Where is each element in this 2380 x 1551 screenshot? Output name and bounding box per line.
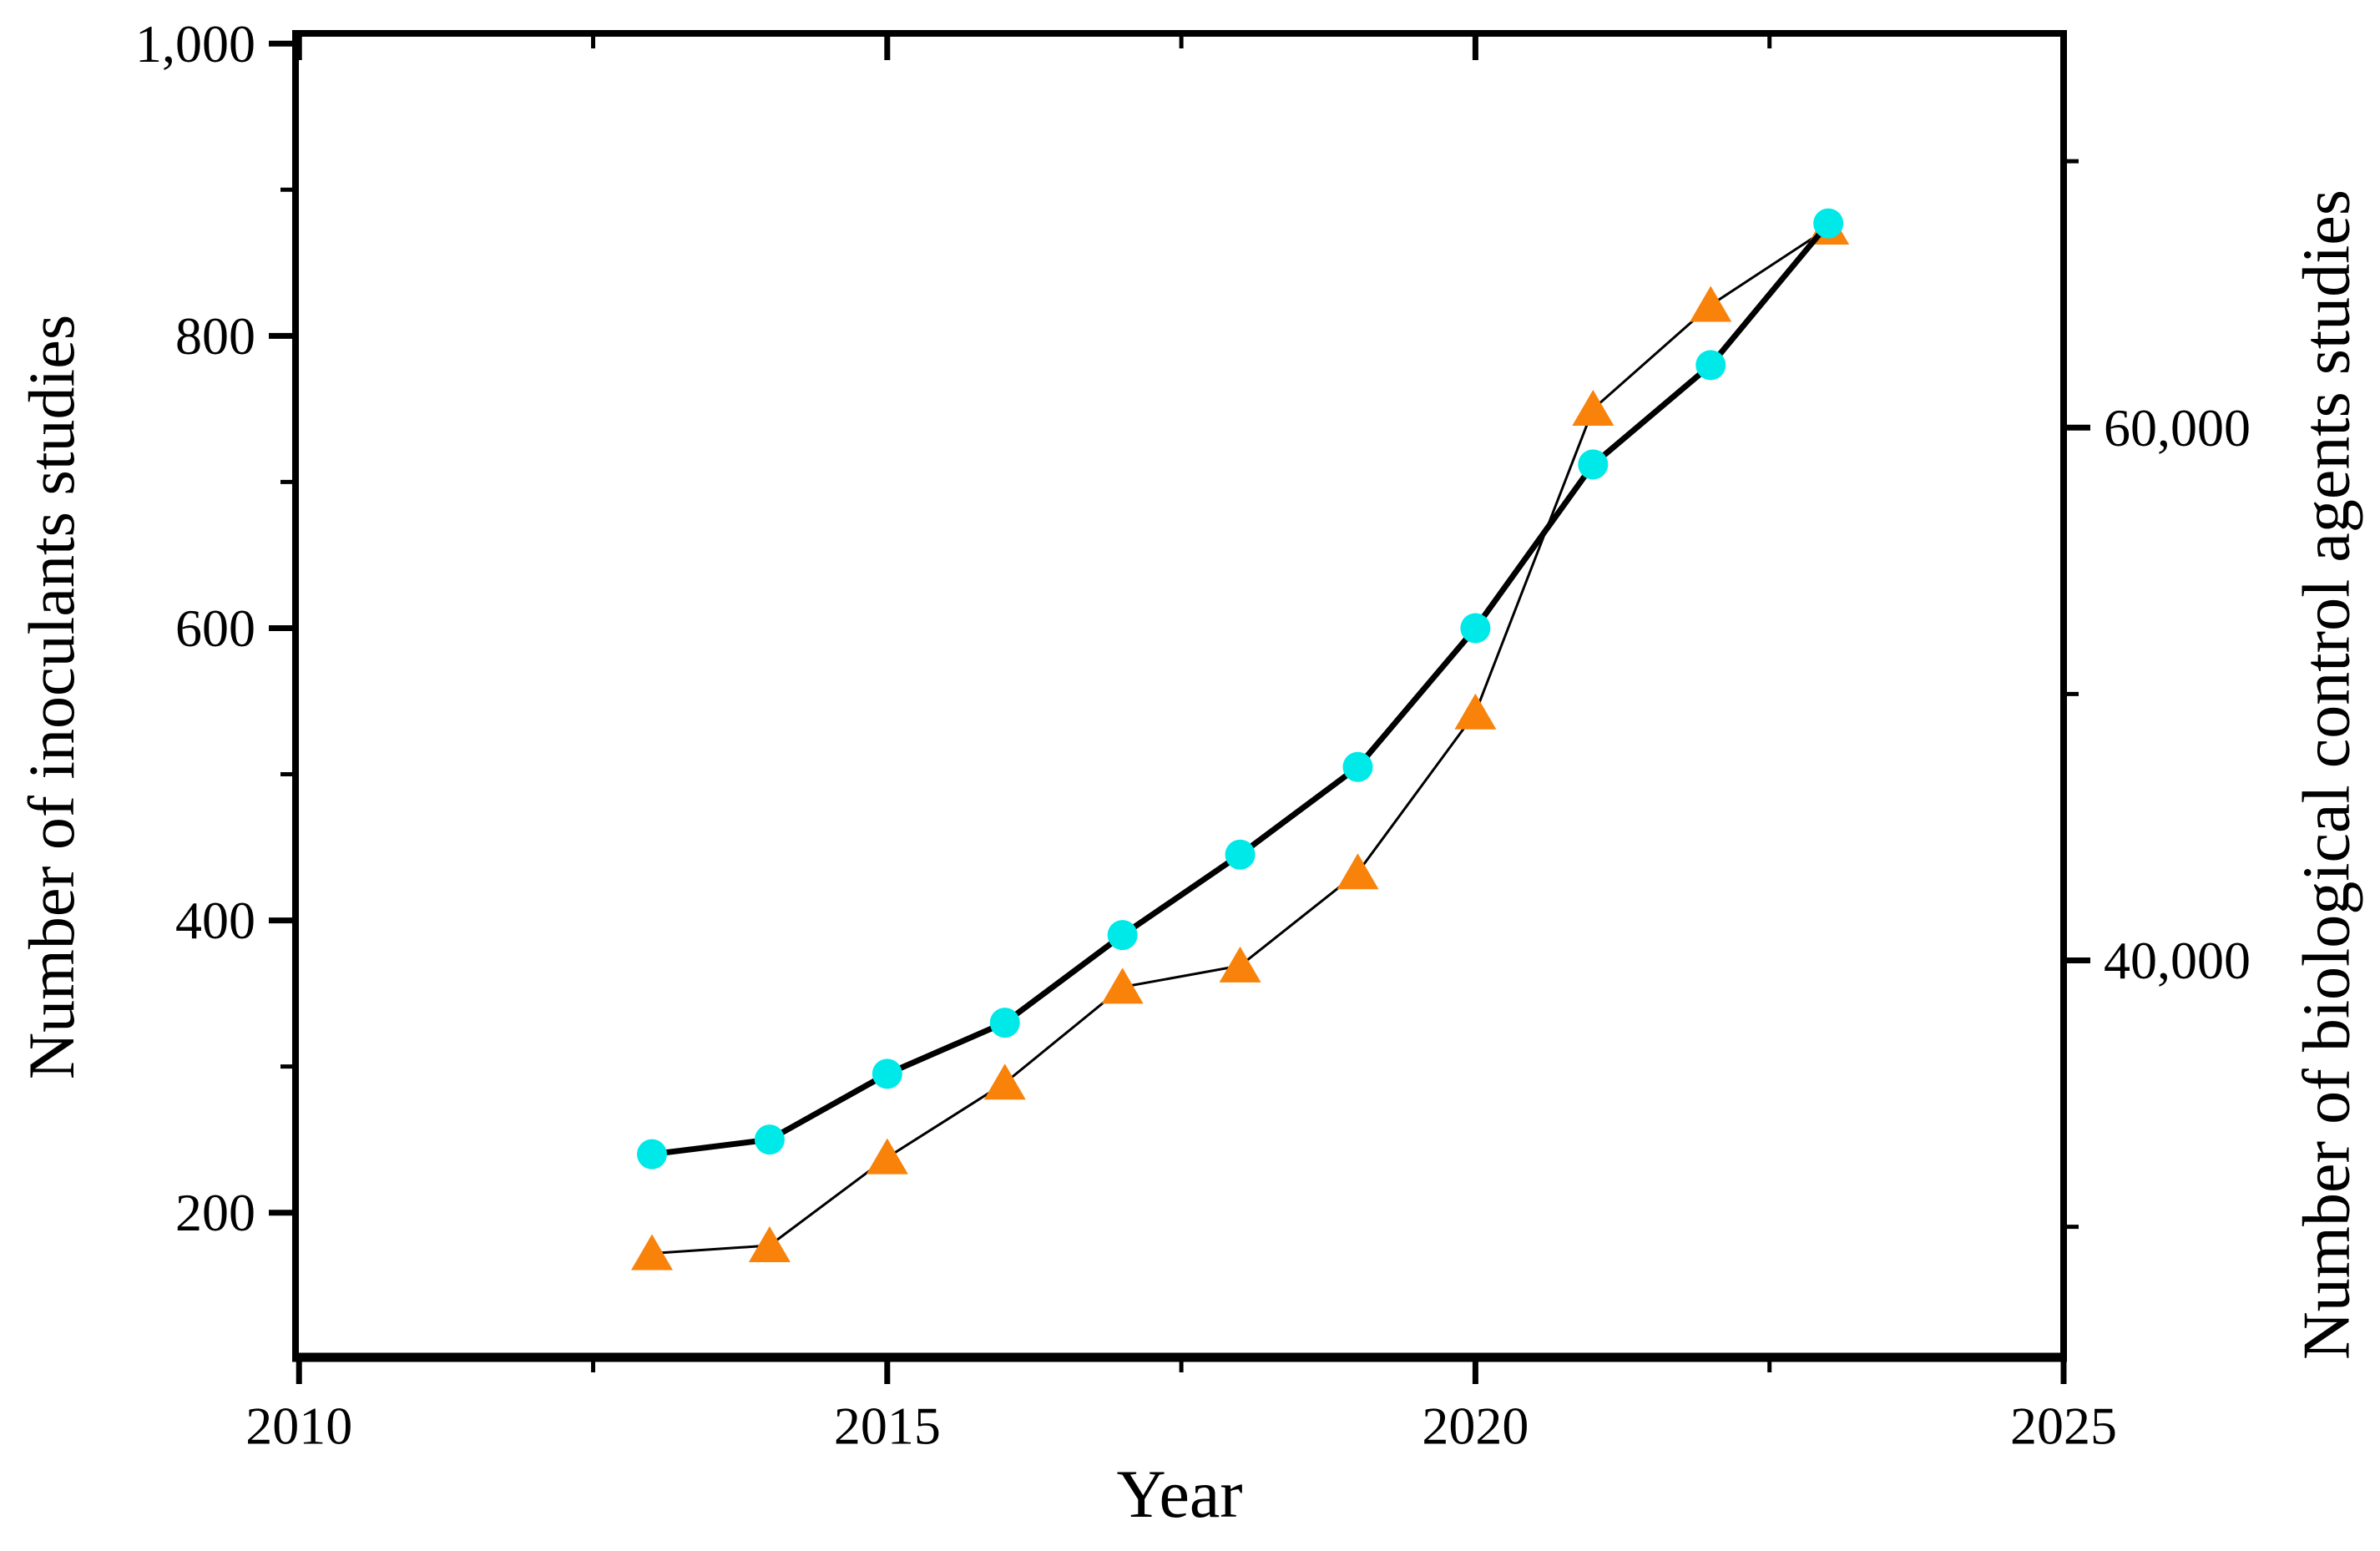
data-point-triangle — [1219, 946, 1261, 983]
data-point-circle — [1813, 208, 1844, 239]
y-axis-title-right: Number of biological control agents stud… — [2290, 189, 2364, 1360]
x-tick-label: 2010 — [245, 1397, 352, 1456]
y-axis-title-left: Number of inoculants studies — [15, 314, 88, 1080]
series-inoculants — [636, 208, 1844, 1170]
data-point-triangle — [983, 1063, 1026, 1100]
data-point-triangle — [630, 1234, 673, 1271]
x-tick-label: 2025 — [2010, 1397, 2117, 1456]
data-point-circle — [872, 1058, 902, 1089]
y-left-tick-label: 200 — [175, 1183, 255, 1242]
plot-frame — [292, 30, 2067, 1361]
data-point-triangle — [1101, 967, 1144, 1004]
y-left-tick-label: 1,000 — [135, 14, 255, 73]
y-right-tick-label: 60,000 — [2104, 398, 2251, 457]
data-point-circle — [1695, 350, 1726, 381]
data-point-circle — [754, 1124, 785, 1155]
data-point-triangle — [1690, 285, 1732, 322]
y-left-tick-label: 400 — [175, 891, 255, 950]
data-point-triangle — [866, 1138, 908, 1175]
y-right-tick-label: 40,000 — [2104, 931, 2251, 990]
x-tick-label: 2020 — [1422, 1397, 1529, 1456]
series-line — [651, 226, 1829, 1255]
y-left-tick-label: 800 — [175, 306, 255, 366]
data-point-circle — [1107, 920, 1138, 951]
data-point-circle — [636, 1139, 667, 1170]
series-line — [651, 221, 1831, 1158]
data-point-circle — [989, 1008, 1020, 1038]
y-left-tick-label: 600 — [175, 599, 255, 658]
x-axis-title: Year — [1116, 1456, 1243, 1532]
axes: 2010 2015 2020 2025 200 400 600 800 1,000 40,000 6… — [135, 14, 2251, 1456]
data-point-triangle — [1572, 389, 1614, 426]
data-point-triangle — [1337, 853, 1379, 890]
series-biocontrol — [630, 208, 1850, 1271]
data-point-circle — [1225, 839, 1256, 870]
data-point-circle — [1578, 449, 1609, 480]
data-point-triangle — [748, 1225, 791, 1262]
x-tick-label: 2015 — [834, 1397, 941, 1456]
data-point-circle — [1460, 613, 1491, 644]
data-point-triangle — [1454, 693, 1497, 730]
data-point-circle — [1342, 751, 1373, 782]
